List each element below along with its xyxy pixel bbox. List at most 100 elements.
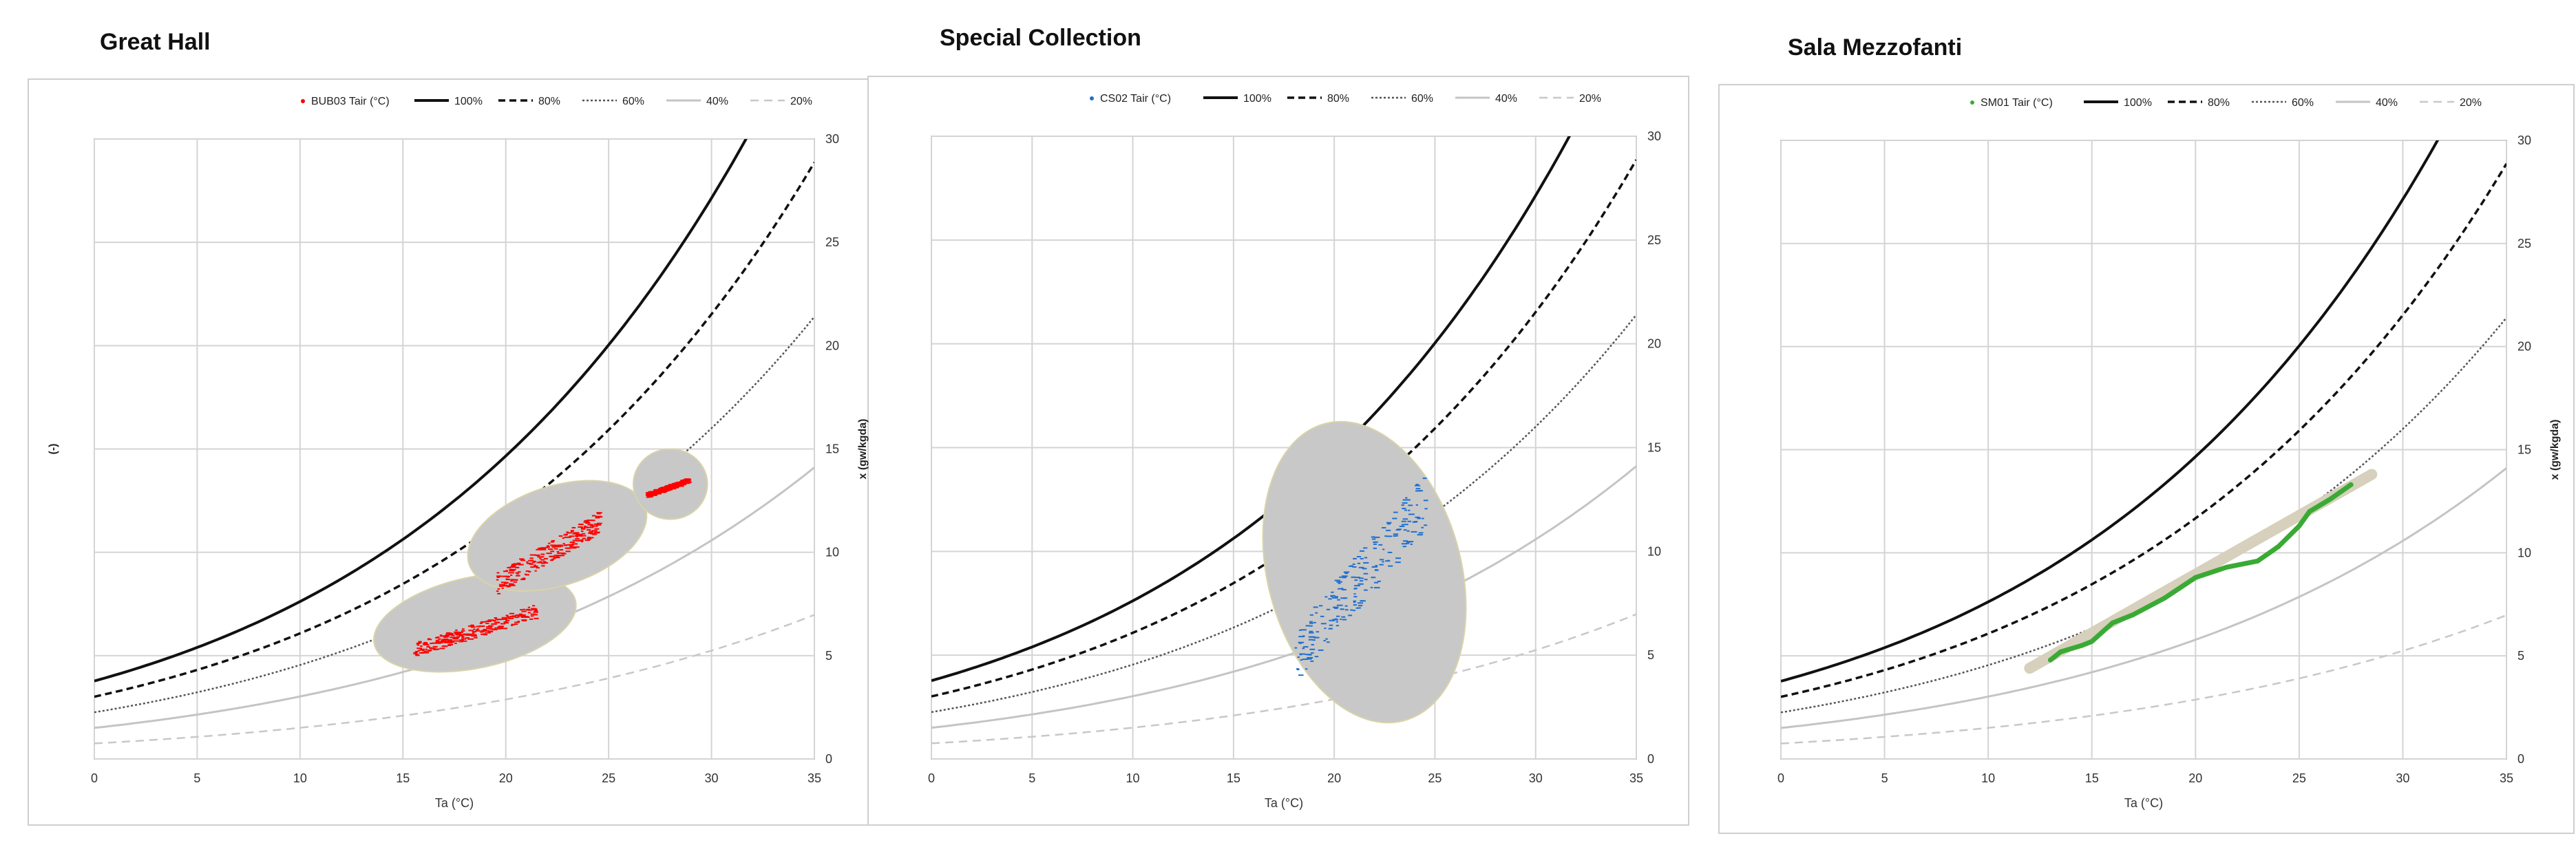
data-point xyxy=(2255,558,2261,564)
data-point xyxy=(648,495,654,497)
plot-layer xyxy=(931,136,1636,745)
data-point xyxy=(432,645,438,648)
data-point xyxy=(551,539,556,542)
data-point xyxy=(675,482,682,484)
data-point xyxy=(423,643,430,645)
data-point xyxy=(452,640,459,642)
data-point xyxy=(2110,620,2115,625)
data-point xyxy=(1353,596,1358,598)
data-point xyxy=(1337,599,1340,601)
data-point xyxy=(1329,624,1333,626)
data-point xyxy=(529,618,534,620)
data-point xyxy=(557,552,560,554)
data-point xyxy=(1372,566,1377,568)
data-point xyxy=(529,554,536,556)
data-point xyxy=(452,638,459,640)
legend-rh-label: 100% xyxy=(2124,97,2152,109)
data-point xyxy=(1353,610,1355,612)
data-point xyxy=(1308,639,1313,641)
data-point xyxy=(433,642,439,644)
data-point xyxy=(662,488,668,490)
data-point xyxy=(525,609,529,611)
data-point xyxy=(492,619,496,621)
chart-0: 0 5 10 15 20 25 30 35 0 5 10 15 20 25 30 Ta (°C) x (gw/k… xyxy=(47,96,869,810)
data-point xyxy=(507,616,511,618)
data-point xyxy=(494,627,499,629)
data-point xyxy=(576,535,578,537)
data-point xyxy=(555,546,561,548)
data-point xyxy=(534,564,536,566)
data-point xyxy=(509,612,515,614)
data-point xyxy=(415,650,419,652)
data-point xyxy=(487,619,494,621)
legend-rh-label: 80% xyxy=(538,96,560,107)
data-point xyxy=(500,585,504,587)
data-point xyxy=(497,626,503,628)
legend-marker xyxy=(301,99,305,103)
data-point xyxy=(1358,577,1364,579)
data-point xyxy=(508,572,514,574)
data-point xyxy=(498,625,505,628)
rh-curve-100 xyxy=(94,139,748,683)
data-point xyxy=(1408,541,1414,543)
data-point xyxy=(570,530,574,532)
rh-curve-80 xyxy=(931,159,1636,698)
data-point xyxy=(522,608,526,610)
data-point xyxy=(1298,642,1302,644)
data-point xyxy=(1336,581,1342,583)
data-point xyxy=(496,590,499,592)
rh-curve-20 xyxy=(94,614,814,745)
legend-sensor-label: SM01 Tair (°C) xyxy=(1981,97,2053,109)
data-point xyxy=(495,619,498,621)
data-point xyxy=(487,630,494,632)
data-point xyxy=(1341,575,1348,577)
data-point xyxy=(587,529,591,531)
data-point xyxy=(1358,583,1364,585)
data-point xyxy=(570,547,574,549)
data-point xyxy=(533,560,536,562)
data-point xyxy=(444,641,450,643)
data-point xyxy=(505,619,510,621)
data-point xyxy=(593,531,600,533)
data-point xyxy=(1302,646,1309,648)
data-point xyxy=(1332,597,1338,599)
data-point xyxy=(1344,573,1349,575)
data-point xyxy=(439,648,445,650)
data-point xyxy=(417,644,420,646)
data-point xyxy=(510,579,515,581)
data-point xyxy=(657,491,663,493)
data-point xyxy=(537,556,542,558)
data-point xyxy=(530,615,534,617)
data-point xyxy=(1402,546,1406,548)
data-point xyxy=(576,539,581,542)
data-point xyxy=(1377,580,1381,582)
data-line xyxy=(2048,482,2354,663)
data-point xyxy=(1298,674,1304,676)
data-point xyxy=(509,583,514,585)
data-point xyxy=(1401,543,1408,545)
data-point xyxy=(514,623,518,625)
data-point xyxy=(2327,496,2333,502)
data-point xyxy=(527,612,531,614)
data-point xyxy=(503,582,508,584)
data-point xyxy=(538,561,542,563)
data-point xyxy=(539,557,542,559)
data-point xyxy=(1358,605,1363,607)
data-point xyxy=(1363,562,1369,564)
data-point xyxy=(1340,608,1343,610)
data-point xyxy=(2079,643,2084,648)
x-tick-label: 10 xyxy=(1126,771,1140,785)
data-point xyxy=(527,562,532,564)
data-point xyxy=(589,537,594,539)
data-point xyxy=(654,489,659,491)
data-point xyxy=(1360,557,1364,559)
data-point xyxy=(518,613,522,615)
data-point xyxy=(1309,630,1313,632)
y-tick-label: 30 xyxy=(1647,129,1661,143)
data-point xyxy=(503,584,507,586)
data-point xyxy=(451,641,455,643)
rh-curve-100 xyxy=(1781,140,2440,683)
data-point xyxy=(494,621,500,623)
data-point xyxy=(476,629,478,631)
data-point xyxy=(510,580,513,582)
